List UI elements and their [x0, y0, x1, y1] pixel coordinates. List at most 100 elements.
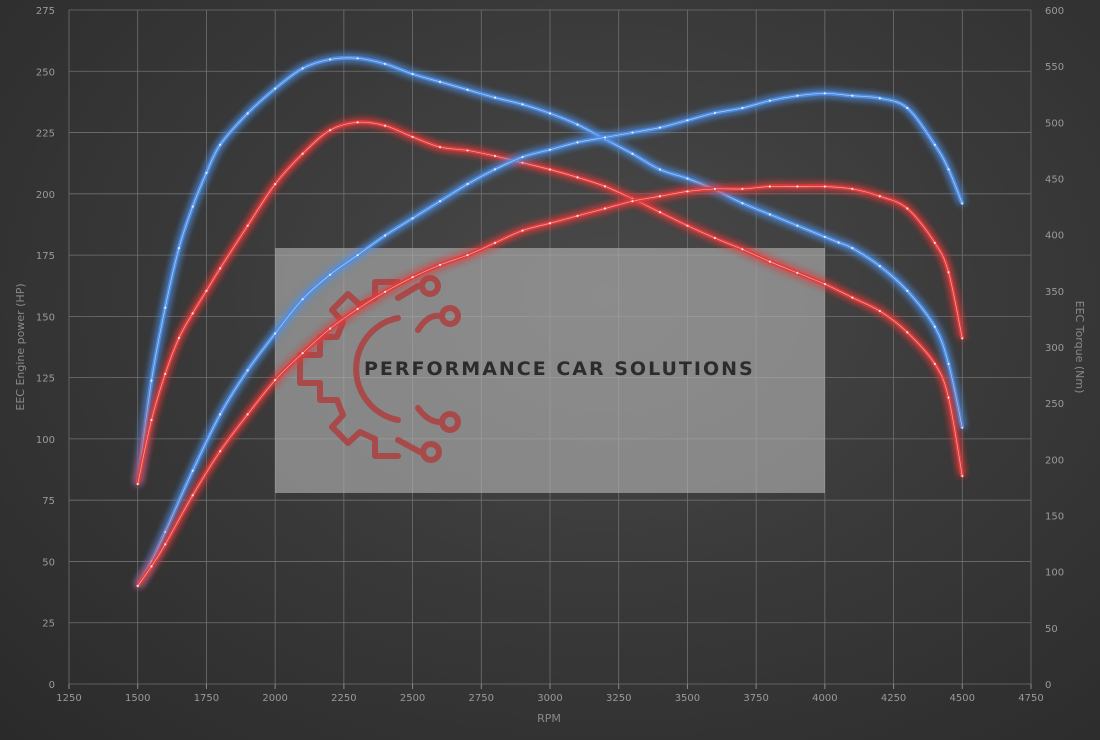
y-right-tick-label: 250 — [1045, 399, 1064, 410]
data-point — [658, 195, 662, 198]
data-point — [713, 111, 717, 115]
y-left-tick-label: 100 — [36, 435, 55, 446]
data-point — [658, 168, 662, 171]
data-point — [603, 207, 607, 210]
y-left-tick-label: 175 — [36, 251, 55, 262]
data-point — [933, 362, 936, 365]
data-point — [906, 331, 909, 334]
y-left-tick-label: 125 — [36, 374, 55, 385]
x-tick-label: 4000 — [812, 693, 837, 704]
data-point — [438, 200, 442, 203]
data-point — [274, 87, 277, 90]
data-point — [301, 67, 304, 70]
data-point — [933, 143, 936, 146]
data-point — [177, 247, 181, 250]
y-left-axis-ticks: 0 25 50 75 100 125 150 175 200 225 250 275 — [36, 6, 55, 691]
data-point — [466, 253, 469, 257]
series-layer — [135, 55, 965, 588]
data-point — [150, 418, 153, 422]
x-tick-label: 1750 — [194, 693, 219, 704]
data-point — [466, 149, 469, 152]
data-point — [205, 289, 208, 292]
data-point — [796, 224, 799, 227]
data-point — [356, 121, 359, 124]
data-point — [961, 426, 964, 429]
x-tick-label: 4250 — [881, 693, 906, 704]
data-point — [878, 195, 881, 198]
data-point — [961, 202, 964, 205]
data-point — [961, 337, 964, 340]
y-left-tick-label: 275 — [36, 6, 55, 17]
y-right-tick-label: 150 — [1045, 512, 1064, 523]
y-left-tick-label: 150 — [36, 312, 55, 323]
data-point — [438, 263, 442, 266]
data-point — [947, 271, 950, 274]
gear-circuit-logo-icon — [297, 275, 461, 463]
data-point — [383, 124, 387, 127]
y-left-tick-label: 50 — [42, 557, 55, 568]
data-point — [274, 183, 277, 186]
data-point — [713, 236, 717, 240]
data-point — [136, 584, 139, 588]
data-point — [383, 290, 387, 293]
data-point — [493, 241, 497, 244]
data-point — [205, 171, 208, 174]
data-point — [603, 136, 607, 139]
data-point — [177, 336, 181, 340]
data-point — [219, 450, 222, 453]
data-point — [631, 131, 634, 134]
x-tick-label: 1500 — [125, 693, 150, 704]
data-point — [576, 123, 579, 126]
x-axis-ticks: 1250 1500 1750 2000 2250 2500 2750 3000 3250 3500… — [56, 693, 1043, 704]
data-point — [631, 152, 634, 155]
data-point — [947, 396, 950, 399]
data-point — [878, 265, 881, 268]
data-point — [164, 543, 167, 546]
data-point — [947, 362, 950, 365]
data-point — [521, 229, 524, 232]
data-point — [906, 207, 909, 210]
data-point — [548, 222, 552, 225]
data-point — [219, 267, 222, 270]
data-point — [438, 145, 442, 149]
data-point — [164, 530, 167, 534]
data-point — [906, 289, 909, 292]
data-point — [219, 143, 222, 146]
y-right-tick-label: 600 — [1045, 6, 1064, 17]
y-right-tick-label: 550 — [1045, 62, 1064, 73]
data-point — [191, 205, 194, 208]
data-point — [548, 168, 552, 171]
data-point — [246, 413, 249, 416]
data-point — [411, 72, 414, 76]
data-point — [438, 80, 442, 83]
series-line-core — [137, 57, 963, 485]
data-point — [741, 106, 744, 110]
y-right-tick-label: 450 — [1045, 175, 1064, 186]
y-right-axis-title: EEC Torque (Nm) — [1073, 301, 1086, 394]
data-point — [576, 141, 579, 144]
data-point — [548, 148, 552, 151]
data-point — [933, 241, 936, 244]
y-right-axis-ticks: 0 50 100 150 200 250 300 350 400 450 500 550 600 — [1045, 6, 1064, 691]
data-point — [329, 129, 332, 132]
x-tick-label: 2750 — [469, 693, 494, 704]
data-point — [521, 103, 524, 106]
series-0-group — [135, 55, 965, 486]
y-left-axis-title: EEC Engine power (HP) — [14, 283, 27, 410]
data-point — [521, 161, 524, 164]
x-tick-label: 3000 — [537, 693, 562, 704]
data-point — [521, 155, 524, 159]
y-right-tick-label: 0 — [1045, 680, 1051, 691]
series-2-group — [135, 91, 965, 588]
data-point — [686, 177, 689, 180]
data-point — [796, 185, 799, 188]
data-point — [493, 154, 497, 158]
data-point — [961, 475, 964, 478]
data-point — [713, 187, 717, 191]
x-tick-label: 3750 — [743, 693, 768, 704]
data-point — [878, 309, 881, 313]
data-point — [686, 119, 689, 122]
data-point — [136, 482, 139, 486]
data-point — [686, 190, 689, 193]
